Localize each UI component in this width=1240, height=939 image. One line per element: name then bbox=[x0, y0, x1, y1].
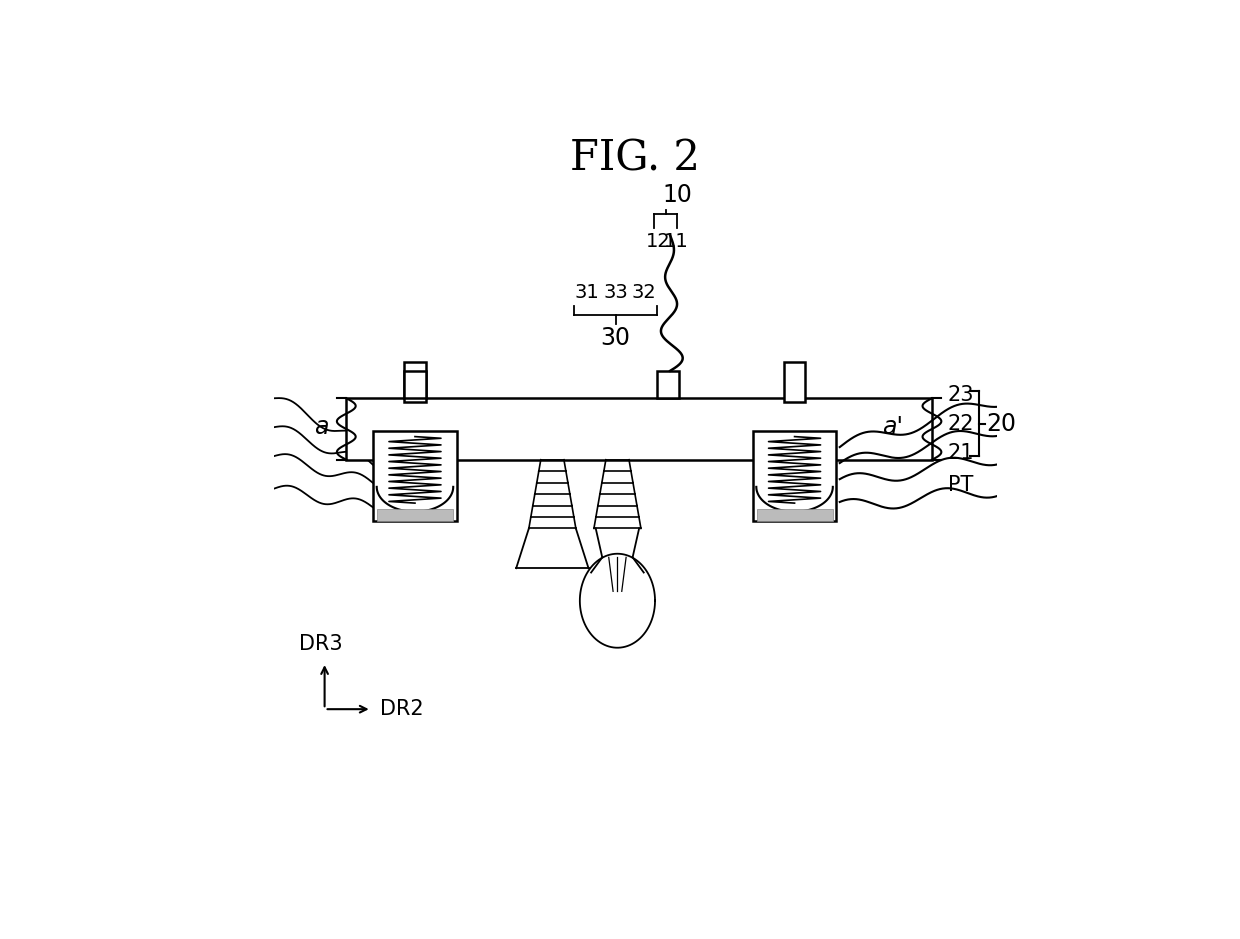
Bar bbox=[784, 362, 806, 402]
Bar bbox=[756, 509, 832, 521]
Text: 23: 23 bbox=[947, 385, 975, 405]
Bar bbox=[404, 371, 425, 398]
Text: 30: 30 bbox=[600, 326, 631, 350]
Bar bbox=[657, 371, 678, 398]
Bar bbox=[753, 431, 836, 521]
Text: 31: 31 bbox=[574, 284, 599, 302]
Text: DR3: DR3 bbox=[299, 634, 342, 654]
Text: 12: 12 bbox=[646, 232, 671, 251]
Text: 22: 22 bbox=[947, 413, 975, 434]
Text: FIG. 2: FIG. 2 bbox=[570, 138, 701, 180]
Text: 32: 32 bbox=[632, 284, 656, 302]
Text: a': a' bbox=[882, 415, 903, 439]
Bar bbox=[404, 362, 425, 402]
Bar bbox=[373, 431, 456, 521]
Bar bbox=[377, 509, 453, 521]
Text: 33: 33 bbox=[603, 284, 627, 302]
Text: 10: 10 bbox=[662, 183, 692, 207]
Bar bbox=[346, 398, 932, 460]
Text: a: a bbox=[314, 415, 329, 439]
Text: 20: 20 bbox=[986, 411, 1016, 436]
Text: 21: 21 bbox=[947, 442, 975, 463]
Text: DR2: DR2 bbox=[381, 700, 424, 719]
Text: PT: PT bbox=[947, 475, 973, 495]
Text: 11: 11 bbox=[663, 232, 688, 251]
Polygon shape bbox=[580, 554, 655, 648]
